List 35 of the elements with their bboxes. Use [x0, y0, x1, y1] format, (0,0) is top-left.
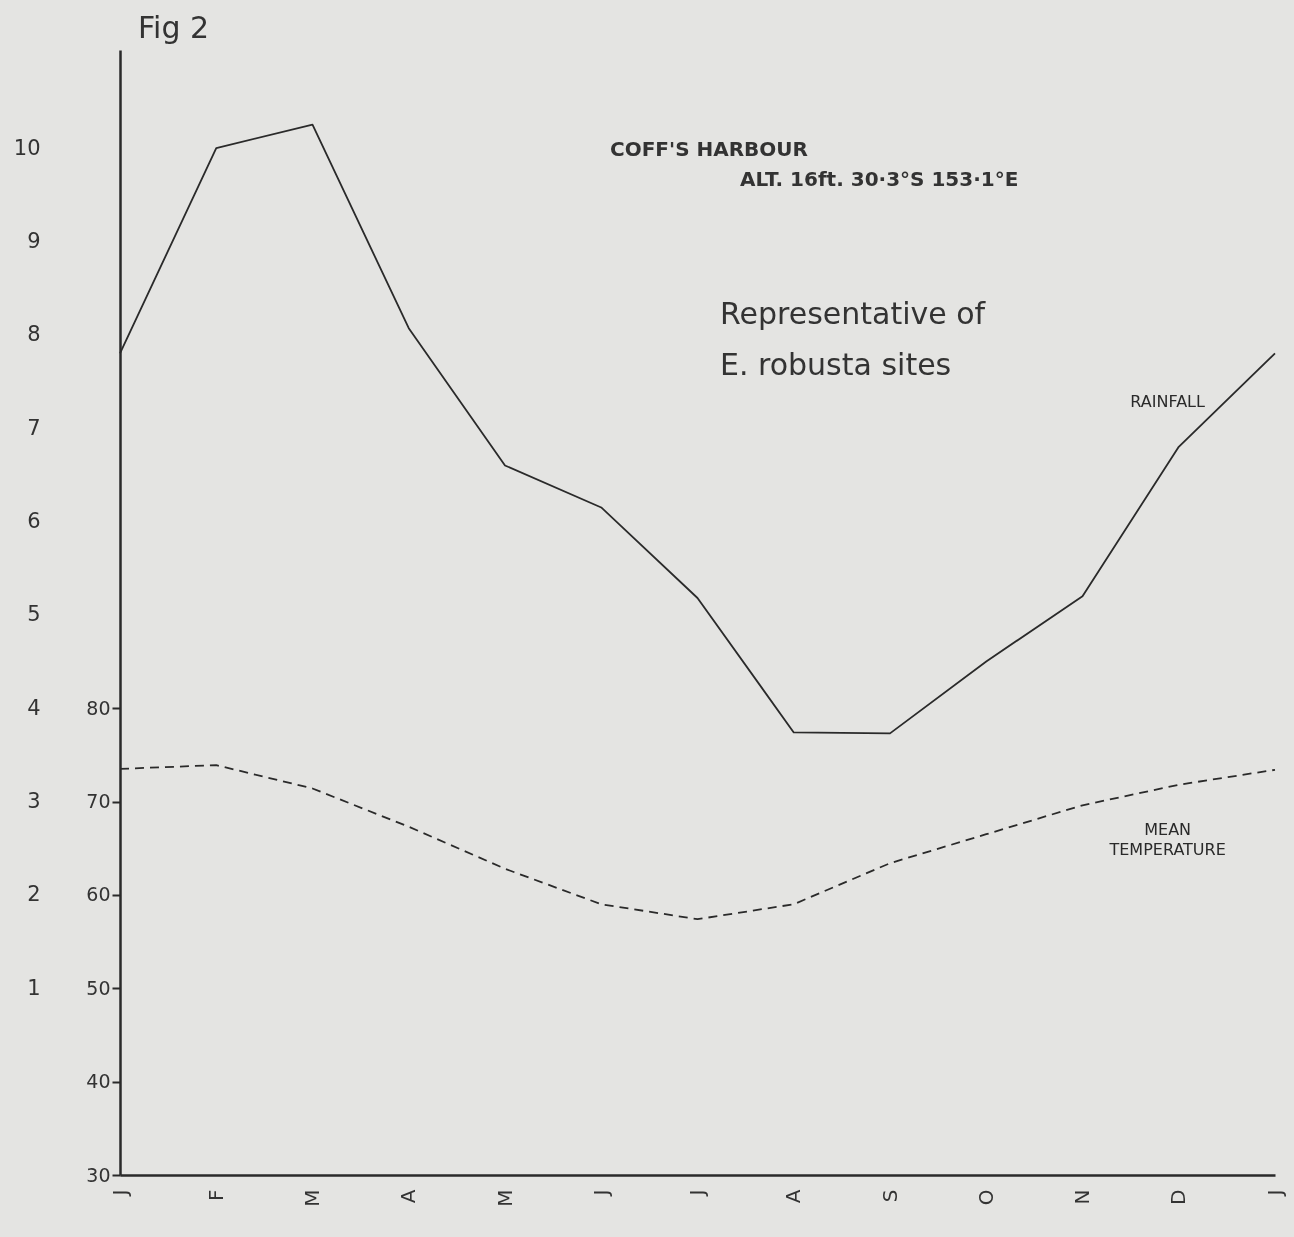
y-tick-label: 1: [27, 975, 41, 1000]
x-tick-label: J: [685, 1189, 709, 1198]
x-tick-label: F: [203, 1189, 228, 1202]
y-tick-label: 5: [27, 602, 41, 627]
x-tick-label: A: [396, 1189, 421, 1204]
y2-tick-label: 70: [86, 790, 111, 813]
x-tick-label: J: [1262, 1189, 1287, 1198]
x-tick-label: M: [492, 1189, 517, 1207]
y-tick-label: 2: [27, 882, 41, 907]
y2-tick-label: 80: [86, 696, 111, 719]
annotation: ALT. 16ft. 30·3°S 153·1°E: [740, 167, 1019, 191]
x-tick-label: M: [300, 1189, 324, 1207]
y2-tick-label: 60: [86, 883, 111, 906]
y-tick-label: 8: [27, 322, 41, 347]
x-tick-label: A: [781, 1189, 806, 1204]
x-tick-label: S: [877, 1189, 902, 1203]
x-tick-label: N: [1070, 1189, 1094, 1205]
annotation: Representative of E. robusta sites: [720, 296, 987, 382]
y-tick-label: 7: [27, 415, 41, 440]
y2-tick-label: 40: [86, 1070, 111, 1093]
annotation: COFF'S HARBOUR: [610, 137, 808, 161]
y-tick-label: 10: [13, 135, 41, 160]
x-tick-label: J: [107, 1189, 132, 1198]
chart-title: Fig 2: [138, 10, 210, 45]
y2-tick-label: 50: [86, 976, 111, 999]
x-tick-label: O: [973, 1189, 998, 1206]
series-label: RAINFALL: [1130, 391, 1206, 411]
y2-tick-label: 30: [86, 1163, 111, 1186]
x-tick-label: D: [1166, 1189, 1191, 1205]
x-tick-label: J: [588, 1189, 613, 1198]
y-tick-label: 9: [27, 228, 41, 253]
y-tick-label: 4: [27, 695, 41, 720]
y-tick-label: 6: [27, 508, 41, 533]
y-tick-label: 3: [27, 789, 41, 814]
series-label: MEAN TEMPERATURE: [1108, 819, 1226, 859]
